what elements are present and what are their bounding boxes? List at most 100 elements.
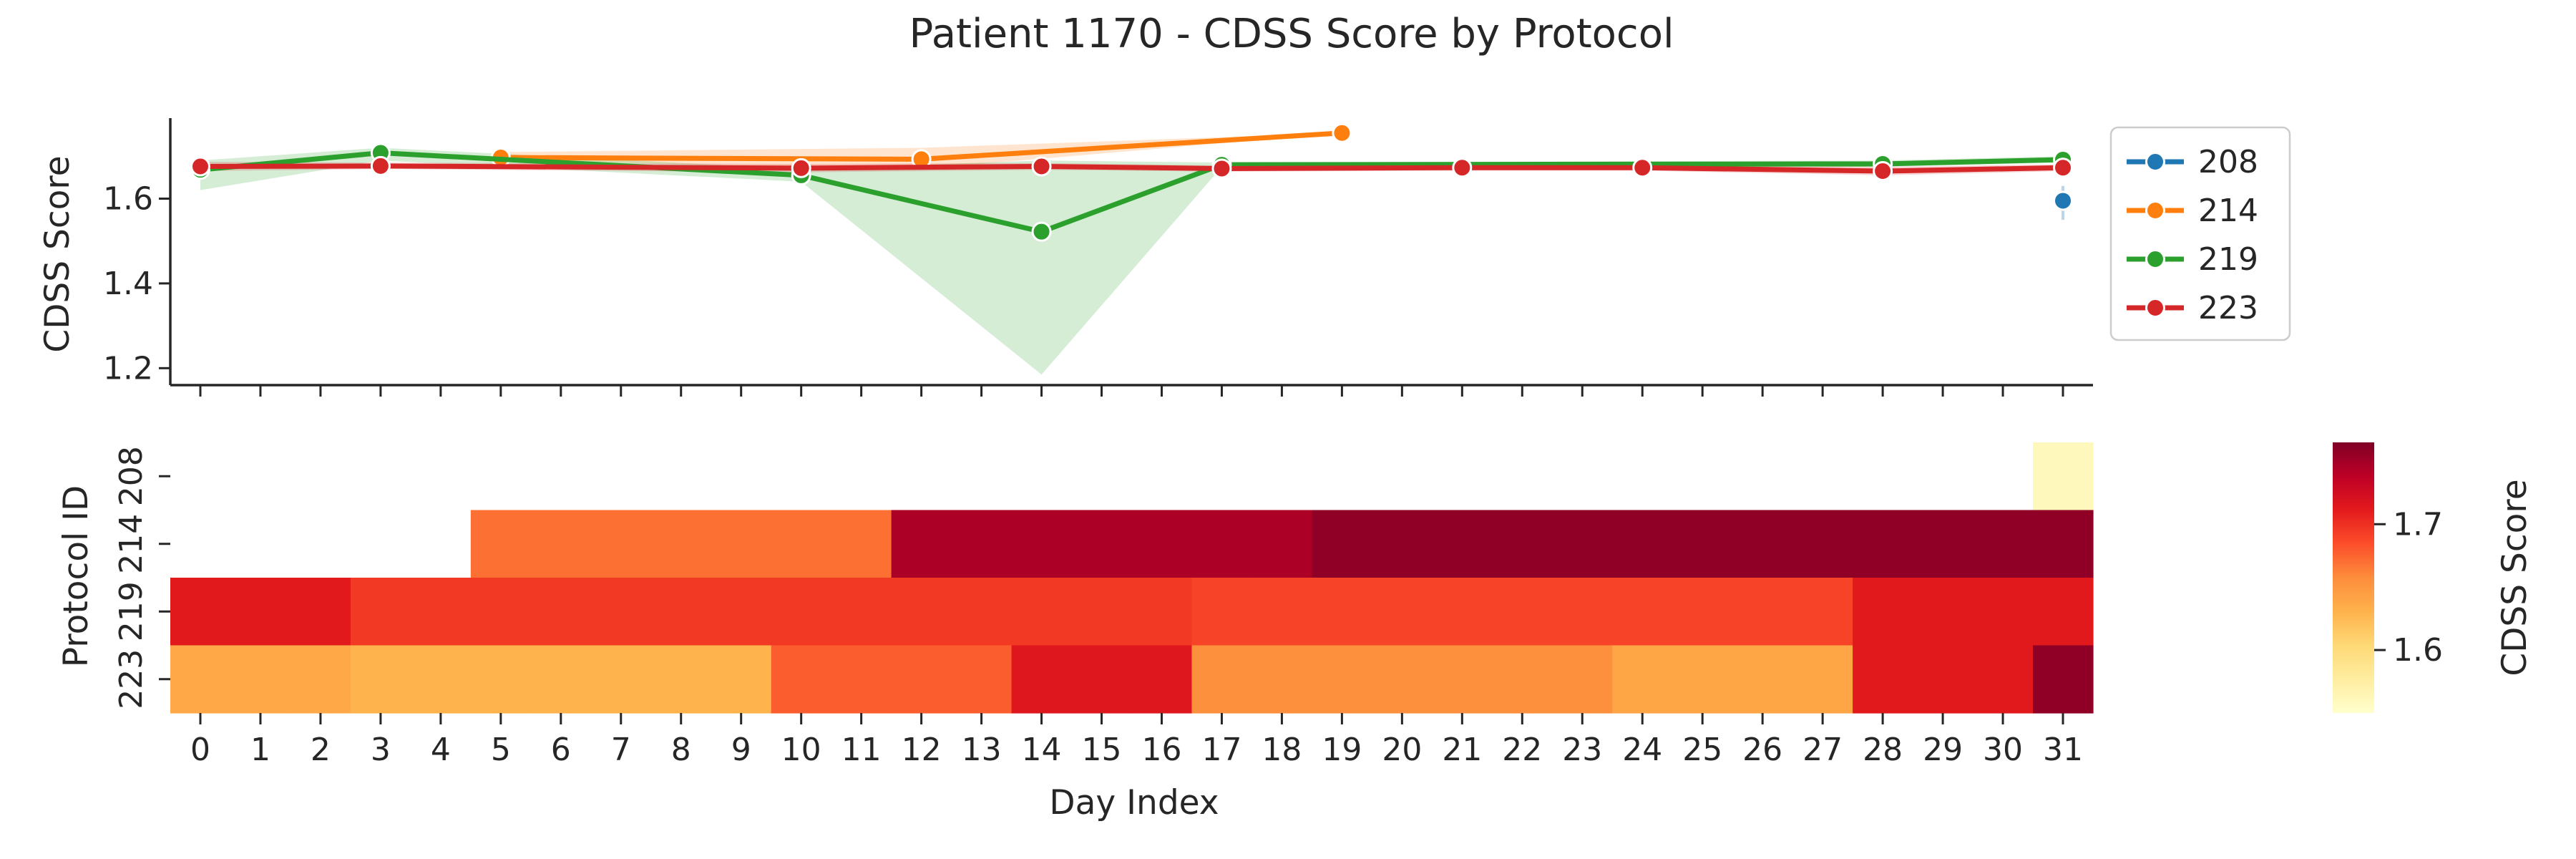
heatmap-cell-223-day-22	[1492, 645, 1553, 714]
heatmap-x-tick-label: 8	[671, 732, 691, 768]
heatmap-cell-219-day-31	[2033, 578, 2094, 646]
y-tick-label: 1.4	[103, 266, 153, 302]
heatmap-cell-223-day-25	[1672, 645, 1733, 714]
heatmap-cell-214-day-18	[1252, 510, 1313, 578]
heatmap-cell-223-day-5	[470, 645, 532, 714]
heatmap-cell-214-day-14	[1011, 510, 1073, 578]
heatmap-cell-219-day-11	[831, 578, 892, 646]
heatmap-cell-214-day-29	[1913, 510, 1974, 578]
heatmap-cell-214-day-8	[650, 510, 712, 578]
heatmap-cell-214-day-7	[590, 510, 652, 578]
heatmap-cell-223-day-15	[1071, 645, 1133, 714]
point-223-day-24	[1632, 157, 1653, 178]
heatmap-cell-219-day-29	[1913, 578, 1974, 646]
heatmap-cell-214-day-31	[2033, 510, 2094, 578]
heatmap-cell-223-day-23	[1552, 645, 1613, 714]
heatmap-cell-223-day-0	[170, 645, 231, 714]
heatmap-cell-214-day-10	[771, 510, 832, 578]
heatmap-y-tick-label: 219	[113, 581, 150, 641]
heatmap-cell-214-day-11	[831, 510, 892, 578]
point-223-day-10	[791, 157, 811, 178]
point-223-day-3	[370, 155, 391, 176]
heatmap-x-tick-label: 20	[1382, 732, 1422, 768]
heatmap-cell-219-day-22	[1492, 578, 1553, 646]
heatmap-cell-223-day-10	[771, 645, 832, 714]
colorbar-tick-label: 1.6	[2393, 632, 2443, 669]
legend-label-223: 223	[2198, 290, 2258, 326]
heatmap-x-tick-label: 12	[902, 732, 942, 768]
heatmap-cell-223-day-27	[1792, 645, 1853, 714]
heatmap-cell-223-day-8	[650, 645, 712, 714]
heatmap-cell-223-day-7	[590, 645, 652, 714]
heatmap-x-tick-label: 9	[731, 732, 751, 768]
heatmap-cell-223-day-31	[2033, 645, 2094, 714]
heatmap-cell-214-day-25	[1672, 510, 1733, 578]
colorbar: 1.6 1.7 CDSS Score	[2333, 442, 2534, 713]
heatmap-cell-219-day-9	[711, 578, 772, 646]
heatmap-cell-219-day-12	[891, 578, 952, 646]
heatmap-cell-214-day-22	[1492, 510, 1553, 578]
band-219	[200, 147, 2064, 375]
heatmap-cell-219-day-24	[1612, 578, 1673, 646]
heatmap-cell-214-day-20	[1372, 510, 1433, 578]
heatmap-cell-223-day-28	[1853, 645, 1913, 714]
heatmap-cell-214-day-5	[470, 510, 532, 578]
point-214-day-19	[1332, 122, 1352, 143]
heatmap-x-tick-label: 3	[371, 732, 391, 768]
point-219-day-14	[1031, 221, 1052, 242]
heatmap-x-tick-label: 15	[1082, 732, 1122, 768]
heatmap-cell-214-day-13	[951, 510, 1013, 578]
heatmap-x-tick-label: 23	[1562, 732, 1602, 768]
heatmap-cell-223-day-2	[290, 645, 351, 714]
heatmap-cell-223-day-17	[1191, 645, 1253, 714]
heatmap-x-tick-label: 13	[962, 732, 1002, 768]
legend-marker-208	[2145, 152, 2165, 172]
x-axis-label: Day Index	[1049, 783, 1219, 822]
heatmap-cell-219-day-1	[230, 578, 291, 646]
heatmap-x-tick-label: 4	[431, 732, 451, 768]
point-223-day-17	[1211, 158, 1232, 179]
y-axis-label: CDSS Score	[38, 155, 77, 352]
heatmap-cell-214-day-30	[1973, 510, 2034, 578]
heatmap-cell-223-day-13	[951, 645, 1013, 714]
heatmap-cell-223-day-4	[410, 645, 472, 714]
heatmap-x-tick-label: 5	[491, 732, 511, 768]
legend-label-219: 219	[2198, 241, 2258, 278]
point-223-day-31	[2053, 157, 2074, 178]
heatmap-cell-223-day-26	[1732, 645, 1793, 714]
heatmap-cell-208-day-31	[2033, 442, 2094, 511]
heatmap-y-tick-label: 214	[113, 514, 150, 574]
heatmap-cell-219-day-5	[470, 578, 532, 646]
heatmap-x-tick-label: 29	[1923, 732, 1963, 768]
heatmap-x-tick-label: 2	[311, 732, 331, 768]
legend-label-214: 214	[2198, 193, 2258, 229]
heatmap-cell-214-day-9	[711, 510, 772, 578]
heatmap-cell-219-day-6	[530, 578, 592, 646]
legend-marker-223	[2145, 298, 2165, 318]
heatmap-cell-214-day-16	[1131, 510, 1193, 578]
heatmap-x-tick-label: 19	[1322, 732, 1362, 768]
heatmap-x-tick-label: 18	[1262, 732, 1302, 768]
heatmap-cell-214-day-19	[1312, 510, 1372, 578]
heatmap-cell-219-day-17	[1191, 578, 1253, 646]
heatmap-cell-214-day-27	[1792, 510, 1853, 578]
line-axes: 1.2 1.4 1.6	[103, 118, 2093, 397]
y-tick-label: 1.2	[103, 350, 153, 387]
legend: 208 214 219 223	[2109, 126, 2291, 341]
heatmap-x-tick-label: 31	[2043, 732, 2083, 768]
heatmap-cell-219-day-10	[771, 578, 832, 646]
heatmap-cell-219-day-0	[170, 578, 231, 646]
heatmap-cell-214-day-24	[1612, 510, 1673, 578]
heatmap-cell-214-day-6	[530, 510, 592, 578]
heatmap-cell-223-day-16	[1131, 645, 1193, 714]
colorbar-label: CDSS Score	[2495, 479, 2534, 676]
heatmap-x-tick-label: 21	[1442, 732, 1482, 768]
heatmap-cell-219-day-23	[1552, 578, 1613, 646]
heatmap-cell-214-day-21	[1432, 510, 1493, 578]
heatmap-x-tick-label: 22	[1502, 732, 1542, 768]
point-208-day-31	[2053, 190, 2074, 211]
series-lines	[190, 122, 2074, 242]
legend-marker-219	[2145, 249, 2165, 269]
heatmap-cell-214-day-17	[1191, 510, 1253, 578]
